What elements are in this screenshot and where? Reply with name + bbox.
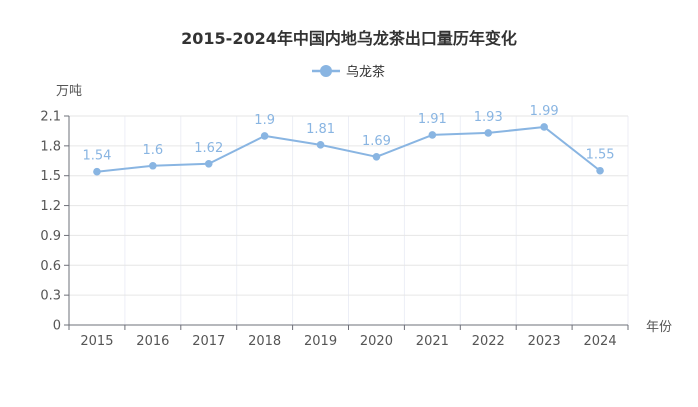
x-axis-ticks: 2015 2016 2017 2018 2019 2020 2021 2022 2023 2024 bbox=[68, 325, 629, 349]
series-oolong-tea bbox=[93, 123, 604, 176]
horizontal-grid bbox=[69, 115, 628, 296]
data-point[interactable] bbox=[596, 166, 604, 175]
y-tick-label: 0.3 bbox=[40, 289, 61, 304]
data-label: 1.55 bbox=[586, 148, 615, 163]
x-tick-label: 2023 bbox=[528, 334, 561, 349]
x-axis-name: 年份 bbox=[646, 320, 672, 335]
y-tick-label: 1.2 bbox=[40, 199, 61, 214]
y-tick-label: 0 bbox=[53, 319, 61, 334]
data-label: 1.93 bbox=[474, 110, 503, 125]
x-tick-label: 2019 bbox=[304, 334, 337, 349]
x-tick-label: 2017 bbox=[192, 334, 225, 349]
x-tick-label: 2015 bbox=[80, 334, 113, 349]
data-label: 1.9 bbox=[254, 113, 275, 128]
data-point[interactable] bbox=[484, 129, 493, 137]
data-point[interactable] bbox=[260, 132, 269, 140]
x-tick-label: 2021 bbox=[416, 334, 449, 349]
data-point[interactable] bbox=[540, 123, 548, 131]
data-labels: 1.54 1.6 1.62 1.9 1.81 1.69 1.91 1.93 1.99 1.55 bbox=[82, 104, 614, 164]
data-point[interactable] bbox=[372, 153, 381, 161]
data-point[interactable] bbox=[93, 167, 101, 176]
y-tick-label: 1.8 bbox=[40, 139, 61, 154]
x-tick-label: 2020 bbox=[360, 334, 393, 349]
data-point[interactable] bbox=[428, 131, 437, 139]
data-label: 1.62 bbox=[194, 141, 223, 156]
data-label: 1.91 bbox=[418, 112, 447, 127]
x-tick-label: 2018 bbox=[248, 334, 281, 349]
y-tick-label: 0.6 bbox=[40, 259, 61, 274]
legend[interactable]: 乌龙茶 bbox=[312, 64, 385, 80]
x-tick-label: 2022 bbox=[472, 334, 505, 349]
y-axis-ticks: 0 0.3 0.6 0.9 1.2 1.5 1.8 2.1 bbox=[40, 110, 69, 334]
y-tick-label: 0.9 bbox=[40, 229, 61, 244]
data-label: 1.6 bbox=[143, 143, 164, 158]
data-label: 1.99 bbox=[530, 104, 559, 119]
y-tick-label: 2.1 bbox=[40, 110, 61, 125]
data-label: 1.54 bbox=[82, 149, 111, 164]
x-tick-label: 2024 bbox=[584, 334, 617, 349]
data-label: 1.69 bbox=[362, 134, 391, 149]
legend-label: 乌龙茶 bbox=[346, 64, 385, 80]
legend-dot-icon bbox=[320, 65, 332, 77]
data-point[interactable] bbox=[149, 161, 157, 170]
data-point[interactable] bbox=[204, 159, 213, 168]
data-point[interactable] bbox=[316, 141, 325, 149]
y-tick-label: 1.5 bbox=[40, 169, 61, 184]
x-tick-label: 2016 bbox=[136, 334, 169, 349]
data-label: 1.81 bbox=[306, 122, 335, 137]
series-line bbox=[96, 125, 601, 173]
chart-title: 2015-2024年中国内地乌龙茶出口量历年变化 bbox=[181, 29, 517, 48]
y-axis-name: 万吨 bbox=[56, 84, 82, 99]
